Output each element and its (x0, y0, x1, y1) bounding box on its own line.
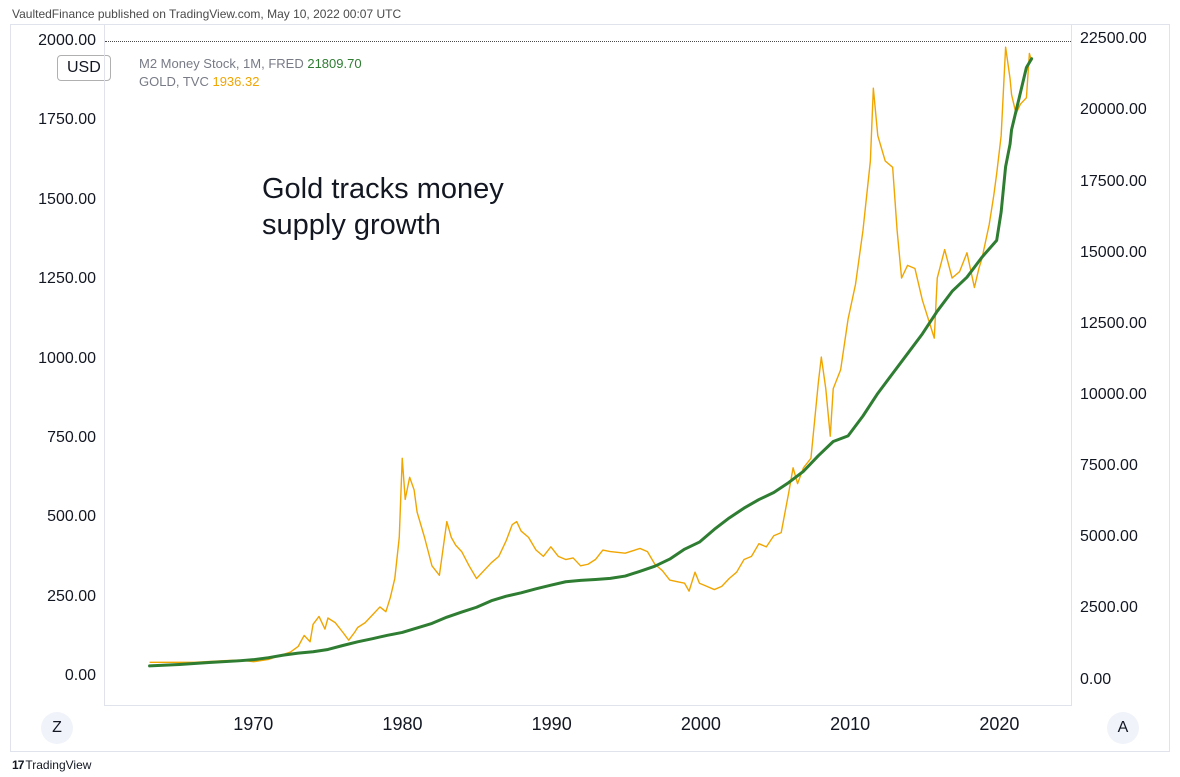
right-tick-label: 22500.00 (1080, 30, 1147, 48)
left-tick-label: 1500.00 (38, 191, 96, 209)
left-tick-label: 750.00 (47, 429, 96, 447)
x-tick-label: 1980 (382, 714, 422, 735)
plot-area[interactable]: Gold tracks money supply growth (104, 25, 1072, 706)
x-tick-label: 2000 (681, 714, 721, 735)
left-y-axis[interactable]: 0.00 250.00 500.00 750.00 1000.00 1250.00 1500… (11, 25, 104, 706)
right-tick-label: 15000.00 (1080, 244, 1147, 262)
right-tick-label: 7500.00 (1080, 457, 1138, 475)
left-tick-label: 0.00 (65, 667, 96, 685)
publish-info: VaultedFinance published on TradingView.… (12, 7, 401, 21)
right-tick-label: 12500.00 (1080, 315, 1147, 333)
x-tick-label: 1990 (532, 714, 572, 735)
left-tick-label: 2000.00 (38, 32, 96, 50)
left-tick-label: 250.00 (47, 588, 96, 606)
left-tick-label: 1250.00 (38, 270, 96, 288)
right-y-axis[interactable]: 0.00 2500.00 5000.00 7500.00 10000.00 12500.0… (1072, 25, 1169, 706)
left-tick-label: 500.00 (47, 508, 96, 526)
gold-series-line (150, 47, 1032, 662)
x-tick-label: 2020 (979, 714, 1019, 735)
m2-series-line (150, 59, 1032, 666)
x-axis[interactable]: 1970 1980 1990 2000 2010 2020 (104, 706, 1072, 751)
right-tick-label: 20000.00 (1080, 101, 1147, 119)
left-tick-label: 1000.00 (38, 350, 96, 368)
chart-annotation: Gold tracks money supply growth (262, 171, 504, 244)
x-tick-label: 2010 (830, 714, 870, 735)
left-tick-label: 1750.00 (38, 111, 96, 129)
chart-frame: USD M2 Money Stock, 1M, FRED 21809.70 GO… (10, 24, 1170, 752)
footer-brand[interactable]: 17 TradingView (12, 758, 91, 772)
right-tick-label: 17500.00 (1080, 173, 1147, 191)
zoom-button[interactable]: Z (41, 712, 73, 744)
tradingview-logo-icon: 17 (12, 758, 21, 772)
right-tick-label: 0.00 (1080, 671, 1111, 689)
right-tick-label: 5000.00 (1080, 528, 1138, 546)
right-tick-label: 2500.00 (1080, 599, 1138, 617)
auto-button[interactable]: A (1107, 712, 1139, 744)
x-tick-label: 1970 (233, 714, 273, 735)
right-tick-label: 10000.00 (1080, 386, 1147, 404)
